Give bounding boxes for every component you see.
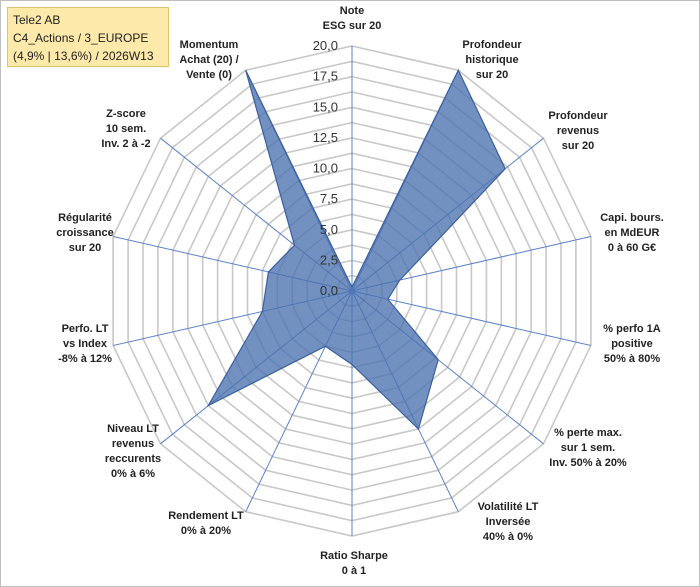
category-label: revenus bbox=[112, 438, 154, 450]
axis-spoke bbox=[351, 290, 592, 346]
category-label: sur 20 bbox=[562, 140, 594, 152]
category-label: Z-score bbox=[106, 108, 146, 120]
data-area bbox=[206, 68, 506, 431]
category-label: 0% à 20% bbox=[181, 525, 231, 537]
category-label: Niveau LT bbox=[107, 423, 159, 435]
category-label: 10 sem. bbox=[106, 123, 146, 135]
category-label: Inv. 50% à 20% bbox=[549, 457, 627, 469]
tick-label: 2,5 bbox=[320, 252, 338, 267]
category-label: ESG sur 20 bbox=[323, 20, 382, 32]
tick-label: 15,0 bbox=[313, 99, 338, 114]
category-label: Profondeur bbox=[548, 110, 608, 122]
category-label: % perfo 1A bbox=[603, 323, 661, 335]
tick-label: 20,0 bbox=[313, 38, 338, 53]
chart-title-box: Tele2 AB C4_Actions / 3_EUROPE (4,9% | 1… bbox=[7, 7, 169, 67]
category-label: Achat (20) / bbox=[179, 54, 238, 66]
category-label: sur 20 bbox=[476, 69, 508, 81]
title-line-company: Tele2 AB bbox=[13, 13, 61, 27]
tick-label: 12,5 bbox=[313, 130, 338, 145]
category-label: 40% à 0% bbox=[483, 531, 533, 543]
category-label: en MdEUR bbox=[605, 227, 660, 239]
category-label: Perfo. LT bbox=[62, 323, 109, 335]
category-label: Note bbox=[340, 5, 364, 17]
tick-label: 0,0 bbox=[320, 283, 338, 298]
category-label: Vente (0) bbox=[186, 69, 232, 81]
category-label: -8% à 12% bbox=[58, 353, 112, 365]
category-label: 50% à 80% bbox=[604, 353, 660, 365]
category-label: croissance bbox=[56, 227, 113, 239]
category-label: Momentum bbox=[180, 39, 239, 51]
category-label: Volatilité LT bbox=[478, 501, 539, 513]
category-label: Capi. bours. bbox=[600, 212, 664, 224]
category-label: Inv. 2 à -2 bbox=[101, 138, 150, 150]
category-label: vs Index bbox=[63, 338, 108, 350]
category-label: % perte max. bbox=[554, 427, 622, 439]
tick-label: 17,5 bbox=[313, 69, 338, 84]
category-label: 0 à 60 G€ bbox=[608, 242, 656, 254]
category-label: revenus bbox=[557, 125, 599, 137]
category-label: Ratio Sharpe bbox=[320, 550, 388, 562]
title-line-category: C4_Actions / 3_EUROPE bbox=[13, 31, 149, 45]
category-label: sur 1 sem. bbox=[561, 442, 615, 454]
category-label: 0 à 1 bbox=[342, 565, 366, 577]
category-label: Profondeur bbox=[462, 39, 522, 51]
category-label: reccurents bbox=[105, 453, 161, 465]
category-label: positive bbox=[611, 338, 653, 350]
category-label: 0% à 6% bbox=[111, 468, 155, 480]
category-label: Rendement LT bbox=[168, 510, 244, 522]
tick-label: 5,0 bbox=[320, 222, 338, 237]
tick-label: 10,0 bbox=[313, 161, 338, 176]
tick-label: 7,5 bbox=[320, 191, 338, 206]
title-line-stats: (4,9% | 13,6%) / 2026W13 bbox=[13, 49, 154, 63]
category-label: sur 20 bbox=[69, 242, 101, 254]
category-label: Inversée bbox=[486, 516, 531, 528]
category-label: Régularité bbox=[58, 212, 112, 224]
category-label: historique bbox=[465, 54, 518, 66]
